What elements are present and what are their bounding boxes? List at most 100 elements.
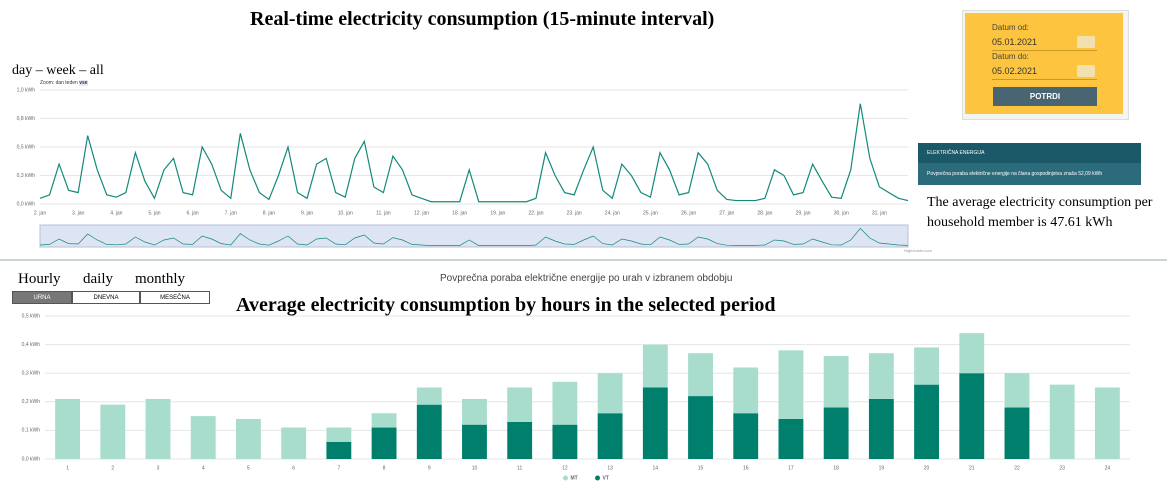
bar	[371, 427, 397, 459]
x-tick-label: 12	[562, 465, 568, 471]
x-tick-label: 12. jan	[414, 210, 429, 216]
x-tick-label: 4. jan	[110, 210, 122, 216]
bar	[642, 387, 668, 459]
note: The average electricity consumption per …	[927, 195, 1153, 230]
tab[interactable]: DNEVNA	[72, 291, 140, 304]
zoom-button[interactable]: dan	[55, 80, 64, 86]
x-tick-label: 9. jan	[301, 210, 313, 216]
x-tick-label: 8	[383, 465, 386, 471]
y-tick-label: 0,1 kWh	[22, 428, 41, 434]
x-tick-label: 4	[202, 465, 205, 471]
x-tick-label: 27. jan	[719, 210, 734, 216]
bar	[55, 398, 81, 459]
panel-header: ELEKTRIČNA ENERGIJA	[918, 143, 1141, 163]
x-tick-label: 25. jan	[643, 210, 658, 216]
panel-text: Povprečna poraba električne energije na …	[918, 163, 1141, 185]
bar	[688, 353, 713, 397]
x-tick-label: 15	[698, 465, 704, 471]
bar	[281, 427, 307, 459]
x-tick-label: 2. jan	[34, 210, 46, 216]
x-tick-label: 18. jan	[452, 210, 467, 216]
bar	[778, 418, 804, 459]
period-link[interactable]: monthly	[135, 271, 186, 287]
tab[interactable]: MESEČNA	[140, 291, 210, 304]
x-tick-label: 24	[1105, 465, 1111, 471]
x-tick-label: 17	[788, 465, 794, 471]
x-tick-label: 9	[428, 465, 431, 471]
x-tick-label: 24. jan	[605, 210, 620, 216]
form: Datum od: 05.01.2021 Datum do: 05.02.202…	[965, 13, 1123, 114]
x-tick-label: 22	[1014, 465, 1020, 471]
bar	[1004, 407, 1030, 459]
to-label: Datum do:	[992, 52, 1029, 61]
x-tick-label: 23. jan	[567, 210, 582, 216]
period-link[interactable]: daily	[83, 271, 113, 287]
x-tick-label: 10	[472, 465, 478, 471]
zoom: Zoom: dan teden vse	[40, 80, 88, 86]
x-tick-label: 19. jan	[490, 210, 505, 216]
calendar-icon[interactable]	[1077, 36, 1095, 48]
zoom-label: Zoom:	[40, 80, 55, 86]
confirm-button[interactable]: POTRDI	[993, 87, 1097, 106]
bar	[914, 384, 939, 459]
x-tick-label: 30. jan	[834, 210, 849, 216]
bar	[236, 418, 261, 459]
bar	[190, 416, 216, 459]
y-tick-label: 0,3 kWh	[22, 371, 41, 377]
legend-label: VT	[603, 475, 609, 481]
x-tick-label: 29. jan	[796, 210, 811, 216]
x-tick-label: 21	[969, 465, 975, 471]
bar	[462, 424, 487, 459]
bar	[688, 396, 713, 459]
x-tick-label: 3	[157, 465, 160, 471]
bar	[597, 373, 623, 414]
zoom-button[interactable]: vse	[79, 80, 88, 86]
chart-title: Average electricity consumption by hours…	[236, 294, 776, 316]
bar	[959, 373, 985, 459]
zoom-button[interactable]: teden	[65, 80, 78, 86]
y-tick-label: 1,0 kWh	[17, 87, 36, 93]
bar	[552, 424, 578, 459]
x-tick-label: 11	[517, 465, 522, 471]
x-tick-label: 7	[337, 465, 340, 471]
x-tick-label: 31. jan	[872, 210, 887, 216]
credits[interactable]: Highcharts.com	[904, 248, 932, 253]
tab-active[interactable]: URNA	[12, 291, 72, 304]
bar	[733, 413, 759, 459]
bar	[597, 413, 623, 459]
bar	[416, 387, 442, 405]
x-tick-label: 11. jan	[376, 210, 391, 216]
x-tick-label: 6. jan	[186, 210, 198, 216]
y-tick-label: 0,0 kWh	[22, 456, 41, 462]
y-tick-label: 0,4 kWh	[22, 342, 41, 348]
x-tick-label: 6	[292, 465, 295, 471]
x-tick-label: 28. jan	[757, 210, 772, 216]
bar	[914, 347, 939, 385]
legend-marker	[563, 475, 568, 481]
bar	[326, 441, 352, 459]
y-tick-label: 0,3 kWh	[17, 173, 36, 179]
x-tick-label: 10. jan	[338, 210, 353, 216]
bar	[1004, 373, 1030, 408]
period-link[interactable]: Hourly	[18, 271, 61, 287]
x-tick-label: 2	[111, 465, 114, 471]
bar	[1094, 387, 1120, 459]
x-tick-label: 3. jan	[72, 210, 84, 216]
from-input[interactable]: 05.01.2021	[992, 34, 1097, 51]
calendar-icon[interactable]	[1077, 65, 1095, 77]
bar	[733, 367, 759, 414]
x-tick-label: 26. jan	[681, 210, 696, 216]
bar	[462, 398, 487, 425]
legend-marker	[595, 475, 600, 481]
to-input[interactable]: 05.02.2021	[992, 63, 1097, 80]
x-tick-label: 20	[924, 465, 930, 471]
x-tick-label: 13	[607, 465, 613, 471]
bar	[642, 344, 668, 388]
bar	[868, 353, 894, 399]
x-tick-label: 16	[743, 465, 749, 471]
x-tick-label: 1	[66, 465, 69, 471]
title: Real-time electricity consumption (15-mi…	[250, 8, 715, 30]
range-links[interactable]: day – week – all	[12, 63, 104, 78]
